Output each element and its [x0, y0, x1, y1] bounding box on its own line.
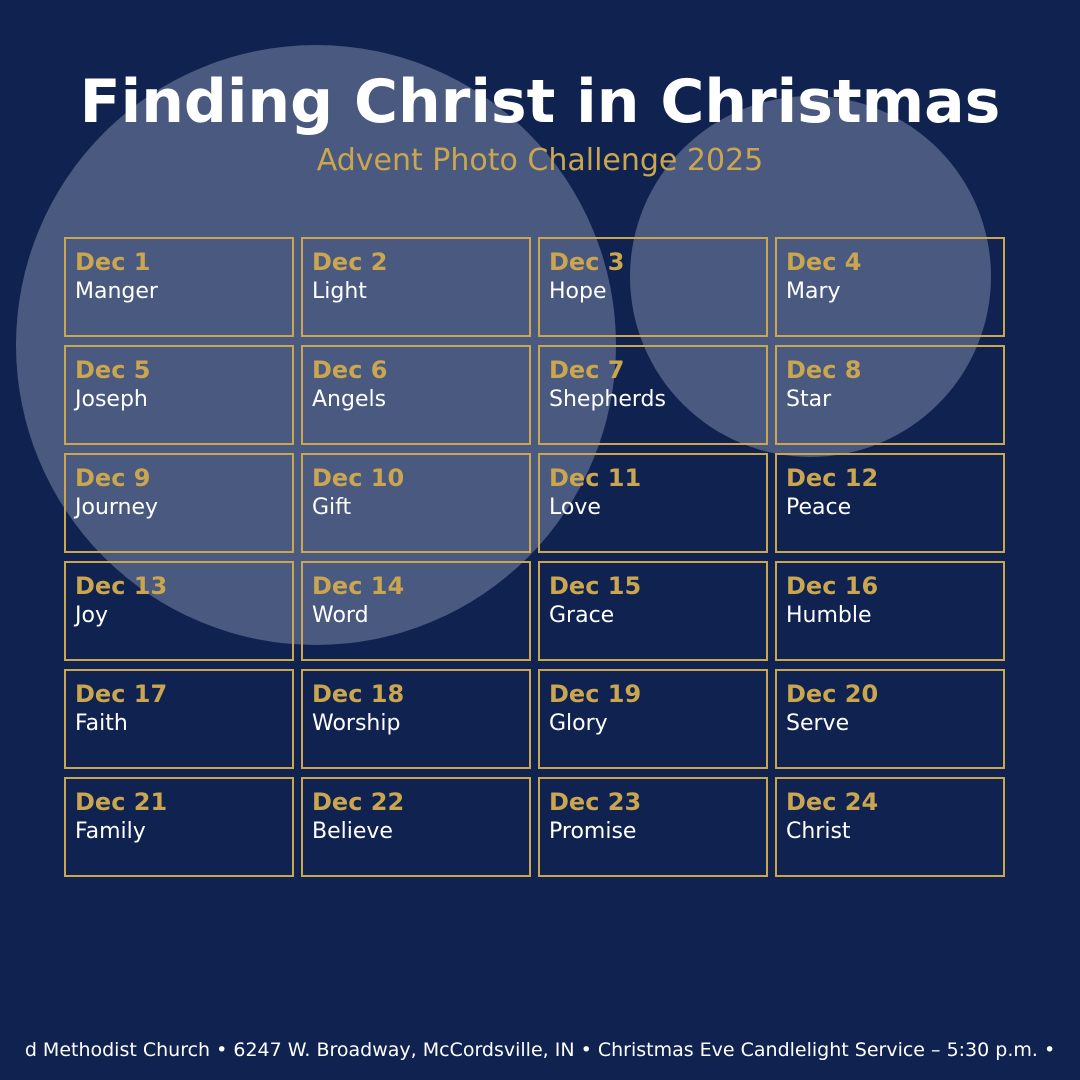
calendar-cell-dec-13: Dec 13 Joy — [64, 561, 294, 661]
calendar-cell-dec-10: Dec 10 Gift — [301, 453, 531, 553]
cell-date: Dec 6 — [312, 356, 388, 384]
cell-theme: Believe — [312, 819, 393, 844]
cell-theme: Christ — [786, 819, 851, 844]
footer-info: d Methodist Church • 6247 W. Broadway, M… — [24, 1039, 1056, 1061]
calendar-cell-dec-23: Dec 23 Promise — [538, 777, 768, 877]
cell-date: Dec 20 — [786, 680, 879, 708]
advent-calendar-grid: Dec 1 Manger Dec 2 Light Dec 3 Hope Dec 4 Ma… — [64, 237, 1005, 877]
cell-date: Dec 3 — [549, 248, 625, 276]
cell-date: Dec 21 — [75, 788, 168, 816]
cell-theme: Mary — [786, 279, 841, 304]
calendar-cell-dec-19: Dec 19 Glory — [538, 669, 768, 769]
cell-theme: Serve — [786, 711, 850, 736]
cell-theme: Promise — [549, 819, 637, 844]
cell-theme: Hope — [549, 279, 607, 304]
cell-date: Dec 23 — [549, 788, 642, 816]
cell-theme: Light — [312, 279, 367, 304]
calendar-cell-dec-24: Dec 24 Christ — [775, 777, 1005, 877]
page-subtitle: Advent Photo Challenge 2025 — [316, 143, 764, 178]
cell-date: Dec 1 — [75, 248, 151, 276]
cell-theme: Love — [549, 495, 601, 520]
cell-theme: Star — [786, 387, 832, 412]
cell-theme: Faith — [75, 711, 128, 736]
cell-date: Dec 9 — [75, 464, 151, 492]
cell-date: Dec 18 — [312, 680, 405, 708]
cell-date: Dec 22 — [312, 788, 405, 816]
cell-date: Dec 14 — [312, 572, 405, 600]
cell-date: Dec 19 — [549, 680, 642, 708]
calendar-cell-dec-18: Dec 18 Worship — [301, 669, 531, 769]
cell-theme: Journey — [75, 495, 159, 520]
calendar-cell-dec-20: Dec 20 Serve — [775, 669, 1005, 769]
cell-theme: Joy — [75, 603, 108, 628]
cell-theme: Joseph — [75, 387, 148, 412]
cell-theme: Humble — [786, 603, 872, 628]
cell-theme: Angels — [312, 387, 387, 412]
cell-date: Dec 16 — [786, 572, 879, 600]
calendar-cell-dec-12: Dec 12 Peace — [775, 453, 1005, 553]
calendar-cell-dec-2: Dec 2 Light — [301, 237, 531, 337]
cell-date: Dec 8 — [786, 356, 862, 384]
cell-theme: Gift — [312, 495, 352, 520]
calendar-cell-dec-8: Dec 8 Star — [775, 345, 1005, 445]
cell-date: Dec 13 — [75, 572, 168, 600]
cell-date: Dec 11 — [549, 464, 642, 492]
page-title: Finding Christ in Christmas — [79, 67, 1001, 137]
cell-theme: Worship — [312, 711, 401, 736]
cell-date: Dec 4 — [786, 248, 862, 276]
cell-theme: Manger — [75, 279, 158, 304]
cell-date: Dec 12 — [786, 464, 879, 492]
calendar-cell-dec-7: Dec 7 Shepherds — [538, 345, 768, 445]
cell-date: Dec 24 — [786, 788, 879, 816]
calendar-cell-dec-16: Dec 16 Humble — [775, 561, 1005, 661]
calendar-cell-dec-15: Dec 15 Grace — [538, 561, 768, 661]
cell-date: Dec 17 — [75, 680, 168, 708]
cell-date: Dec 2 — [312, 248, 388, 276]
calendar-cell-dec-3: Dec 3 Hope — [538, 237, 768, 337]
calendar-cell-dec-21: Dec 21 Family — [64, 777, 294, 877]
cell-date: Dec 5 — [75, 356, 151, 384]
cell-date: Dec 15 — [549, 572, 642, 600]
cell-theme: Glory — [549, 711, 608, 736]
cell-theme: Shepherds — [549, 387, 666, 412]
calendar-cell-dec-6: Dec 6 Angels — [301, 345, 531, 445]
calendar-cell-dec-14: Dec 14 Word — [301, 561, 531, 661]
cell-theme: Grace — [549, 603, 615, 628]
cell-date: Dec 7 — [549, 356, 625, 384]
calendar-cell-dec-22: Dec 22 Believe — [301, 777, 531, 877]
cell-theme: Peace — [786, 495, 852, 520]
calendar-cell-dec-9: Dec 9 Journey — [64, 453, 294, 553]
calendar-cell-dec-4: Dec 4 Mary — [775, 237, 1005, 337]
calendar-cell-dec-5: Dec 5 Joseph — [64, 345, 294, 445]
calendar-cell-dec-1: Dec 1 Manger — [64, 237, 294, 337]
calendar-cell-dec-11: Dec 11 Love — [538, 453, 768, 553]
cell-theme: Word — [312, 603, 369, 628]
calendar-cell-dec-17: Dec 17 Faith — [64, 669, 294, 769]
cell-date: Dec 10 — [312, 464, 405, 492]
cell-theme: Family — [75, 819, 146, 844]
